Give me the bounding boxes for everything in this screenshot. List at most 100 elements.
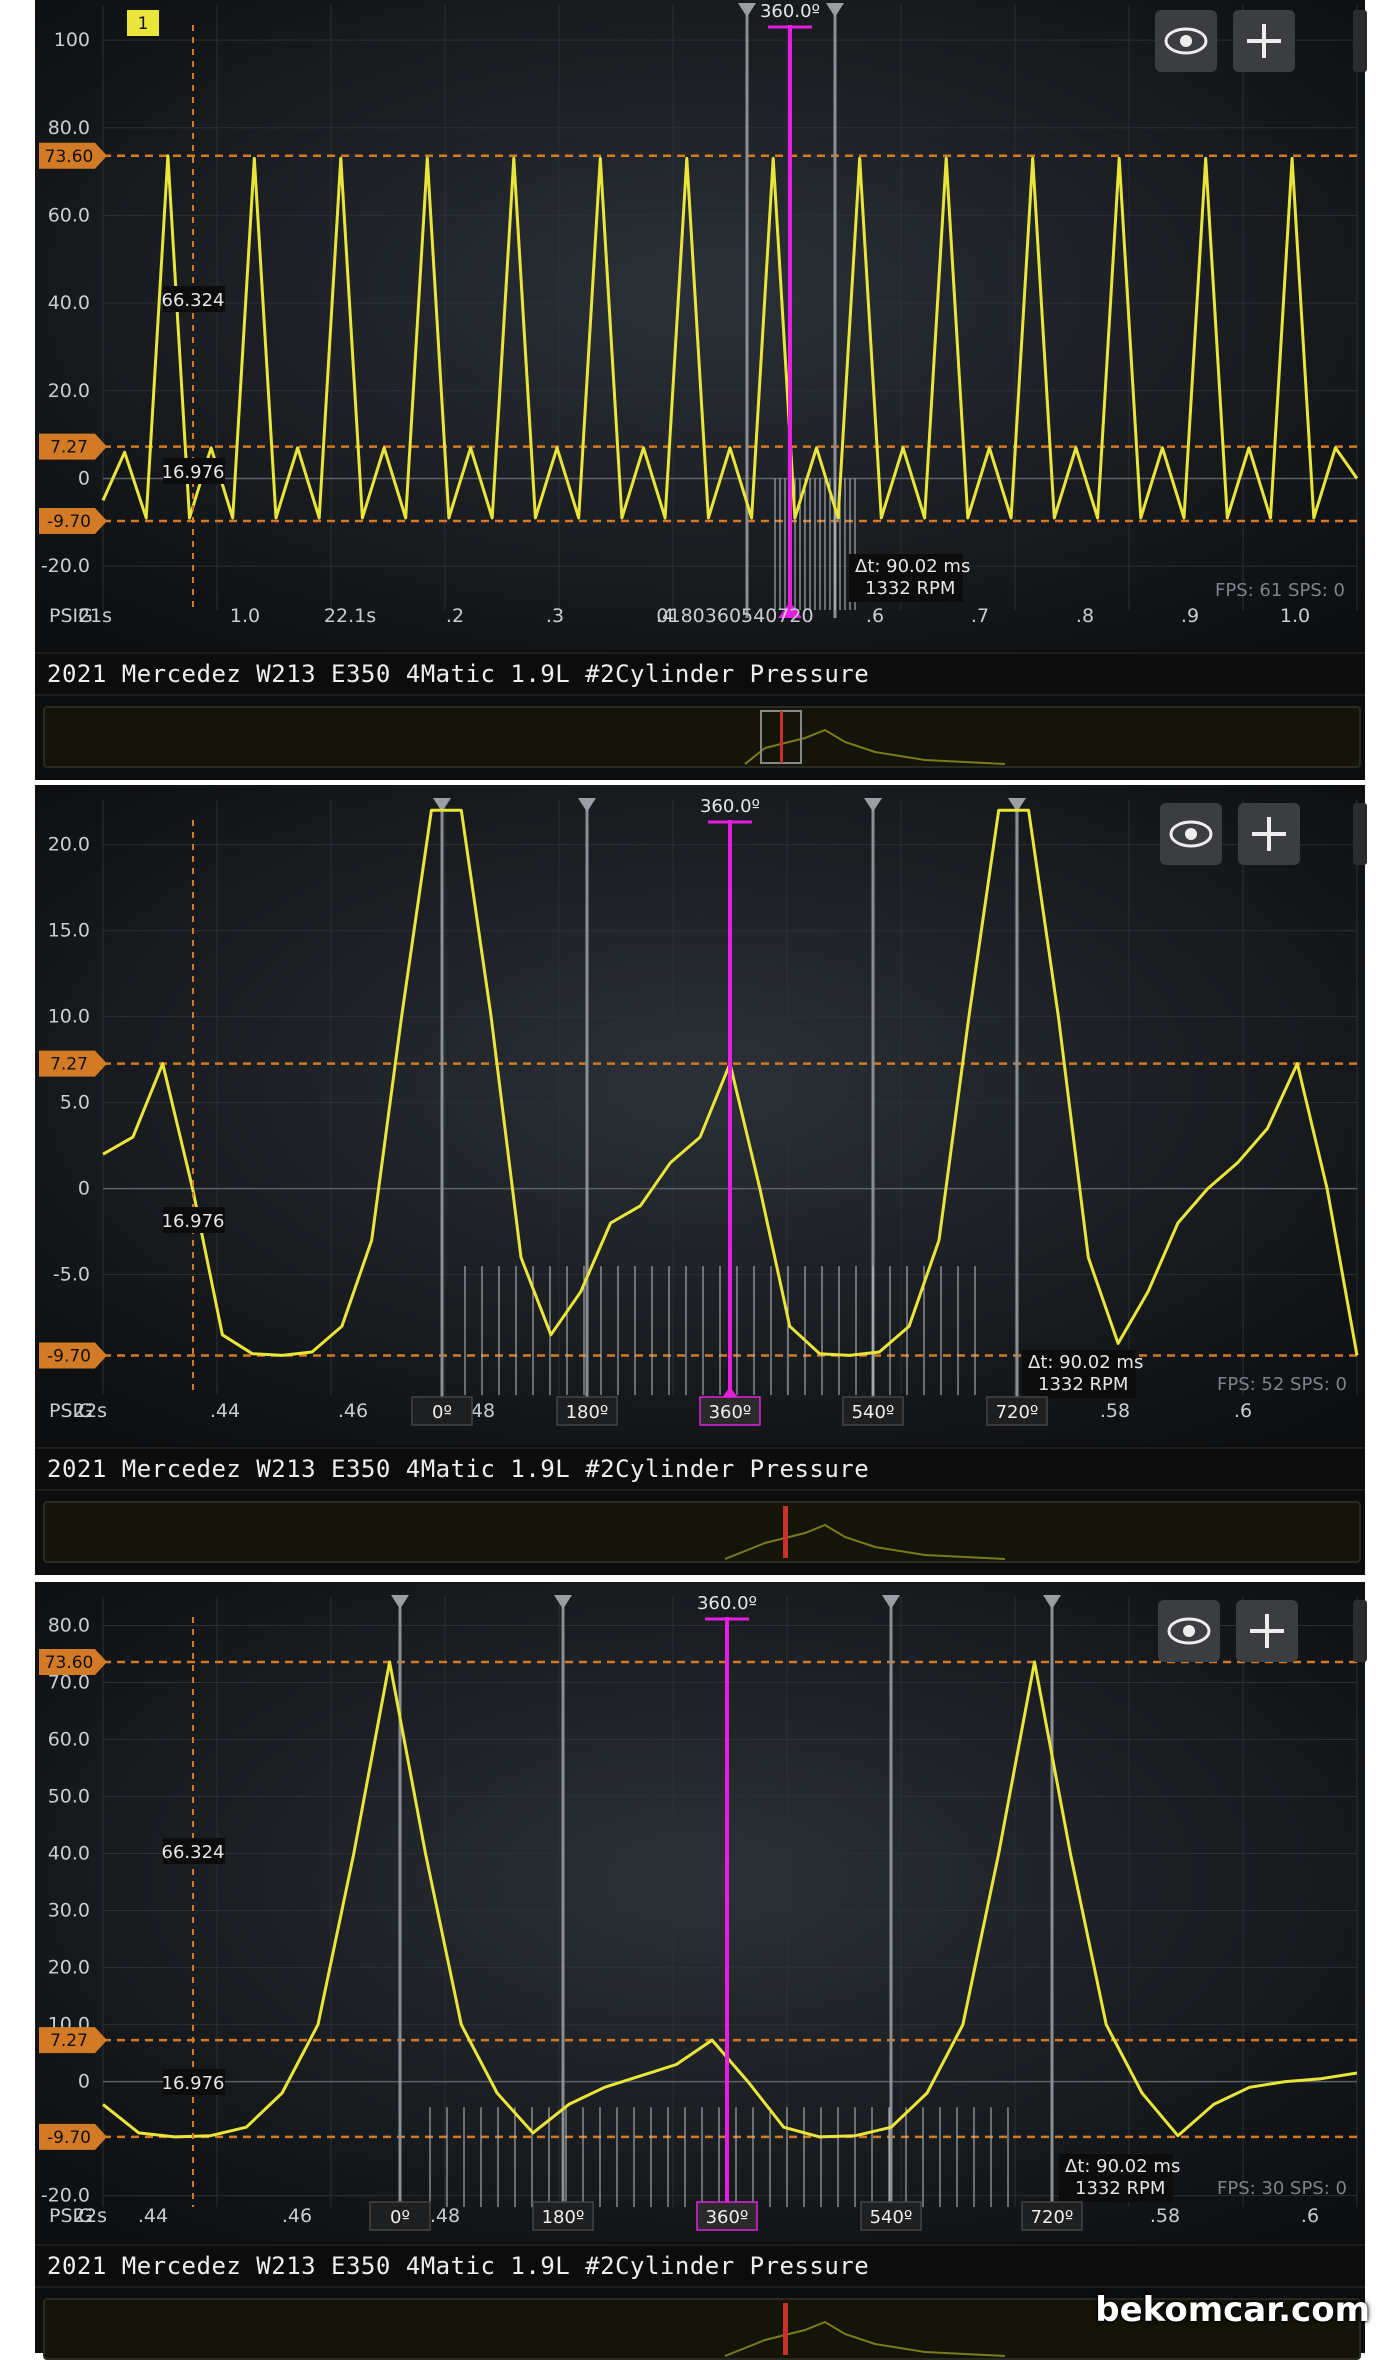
fps-readout: FPS: 52 SPS: 0 (1217, 1374, 1347, 1395)
y-tick-label: -5.0 (53, 1264, 90, 1286)
x-tick-label: .6 (1234, 1400, 1252, 1422)
x-tick-label: .44 (210, 1400, 240, 1422)
fps-readout: FPS: 30 SPS: 0 (1217, 2178, 1347, 2199)
x-tick-label: .58 (1100, 1400, 1130, 1422)
y-tick-label: 10.0 (48, 1006, 90, 1028)
degree-marker-box (699, 1396, 761, 1426)
channel-title-3: 2021 Mercedez W213 E350 4Matic 1.9L #2Cy… (47, 2252, 870, 2280)
add-button-3[interactable] (1236, 1600, 1298, 1662)
reference-marker (39, 1648, 107, 1675)
degree-marker-box (411, 1396, 473, 1426)
crank-angle-handle (864, 798, 882, 812)
reference-marker (39, 2123, 107, 2150)
x-tick-label: 22.1s (324, 605, 376, 627)
degree-marker-label: 180º (542, 2207, 585, 2228)
reference-marker (39, 433, 107, 460)
delta-box (1059, 2154, 1173, 2202)
side-handle-3[interactable] (1353, 1600, 1367, 1662)
reference-marker (39, 508, 107, 535)
x-tick-label: .58 (1150, 2205, 1180, 2227)
crank-angle-handle (433, 798, 451, 812)
waveform-panel-3: 80.0 70.0 60.0 50.0 40.0 30.0 20.0 10.0 0 -20.0 73… (35, 1582, 1367, 2360)
value-label: 66.324 (162, 1842, 225, 1863)
fps-readout: FPS: 61 SPS: 0 (1215, 580, 1345, 601)
y-tick-label: 0 (78, 2071, 90, 2093)
degree-marker-label: 0º (390, 2207, 410, 2228)
overview-waveform-3 (724, 2303, 1006, 2357)
plot-background (35, 785, 1365, 1445)
reference-marker-label: 73.60 (45, 1653, 94, 1673)
side-handle-1[interactable] (1353, 10, 1367, 72)
degree-marker-label: 540º (852, 1402, 895, 1423)
crank-angle-handle (554, 1595, 572, 1609)
channel-title-2: 2021 Mercedez W213 E350 4Matic 1.9L #2Cy… (47, 1455, 870, 1483)
reference-marker-label: 7.27 (50, 2031, 88, 2051)
plot-area-3[interactable]: 80.070.060.050.040.030.020.010.00-20.073… (35, 1582, 1365, 2242)
reference-marker-label: 73.60 (45, 147, 94, 167)
x-tick-label: 22s (73, 1400, 107, 1422)
x-tick-label: .3 (546, 605, 564, 627)
value-label: 16.976 (162, 2073, 225, 2094)
plot-area-1[interactable]: 100 80.0 60.0 40.0 20.0 0 -20.0 73.60 7.27 -9.70 3… (35, 0, 1365, 650)
degree-marker-label: 0º (432, 1402, 452, 1423)
x-tick-label: 21s (78, 605, 112, 627)
reference-marker (39, 1342, 107, 1369)
value-label-box (163, 458, 225, 484)
y-tick-label: 80.0 (48, 117, 90, 139)
add-button-1[interactable] (1233, 10, 1295, 72)
y-tick-label: 20.0 (48, 1957, 90, 1979)
degree-marker-box (842, 1396, 904, 1426)
x-tick-label: .7 (971, 605, 989, 627)
visibility-button-3[interactable] (1158, 1600, 1220, 1662)
y-tick-label: 80.0 (48, 1615, 90, 1637)
plot-area-2[interactable]: 20.0 15.0 10.0 5.0 0 -5.0 7.27 -9.70 360.0º 16.97… (35, 785, 1365, 1445)
add-button-2[interactable] (1238, 803, 1300, 865)
overview-strip-1[interactable] (43, 706, 1361, 768)
x-tick-label: .9 (1181, 605, 1199, 627)
reference-marker (39, 1050, 107, 1077)
y-tick-label: 0 (78, 1178, 90, 1200)
value-label-box (163, 1207, 225, 1233)
crank-angle-handle (391, 1595, 409, 1609)
y-tick-label: 0 (78, 467, 90, 489)
value-label: 16.976 (162, 1211, 225, 1232)
side-handle-2[interactable] (1353, 803, 1367, 865)
y-tick-label: 15.0 (48, 920, 90, 942)
channel-title-bar-1: 2021 Mercedez W213 E350 4Matic 1.9L #2Cy… (35, 652, 1365, 696)
value-label-box (163, 286, 225, 312)
visibility-button-1[interactable] (1155, 10, 1217, 72)
eye-icon (1164, 27, 1208, 55)
degree-marker-label: 720º (996, 1402, 1039, 1423)
plus-icon (1250, 1614, 1284, 1648)
x-tick-label: 0180360540720 (656, 605, 813, 627)
eye-icon (1169, 820, 1213, 848)
rpm-readout: 1332 RPM (1075, 2178, 1165, 2199)
delta-time: Δt: 90.02 ms (1028, 1352, 1143, 1373)
x-tick-label: 1.0 (1280, 605, 1310, 627)
value-label: 66.324 (162, 290, 225, 311)
plus-icon (1252, 817, 1286, 851)
x-tick-label: 22s (73, 2205, 107, 2227)
crank-angle-handle (1008, 798, 1026, 812)
channel-title-bar-3: 2021 Mercedez W213 E350 4Matic 1.9L #2Cy… (35, 2244, 1365, 2288)
plus-icon (1247, 24, 1281, 58)
crank-angle-handle (1043, 1595, 1061, 1609)
degree-marker-label: 360º (709, 1402, 752, 1423)
reference-marker (39, 142, 107, 169)
degree-marker-label: 180º (566, 1402, 609, 1423)
cursor-label: 360.0º (697, 1593, 757, 1614)
x-tick-label: .8 (1076, 605, 1094, 627)
y-tick-label: 30.0 (48, 1900, 90, 1922)
x-tick-label: .6 (1301, 2205, 1319, 2227)
reference-marker-label: 7.27 (50, 1055, 88, 1075)
x-tick-label: .4 (656, 605, 674, 627)
degree-marker-label: 360º (706, 2207, 749, 2228)
y-tick-label: 100 (54, 29, 90, 51)
degree-marker-box (556, 1396, 618, 1426)
cursor-label: 360.0º (700, 796, 760, 817)
y-tick-label: 70.0 (48, 1672, 90, 1694)
overview-strip-2[interactable] (43, 1501, 1361, 1563)
y-tick-label: 60.0 (48, 204, 90, 226)
channel-badge (127, 10, 159, 36)
visibility-button-2[interactable] (1160, 803, 1222, 865)
